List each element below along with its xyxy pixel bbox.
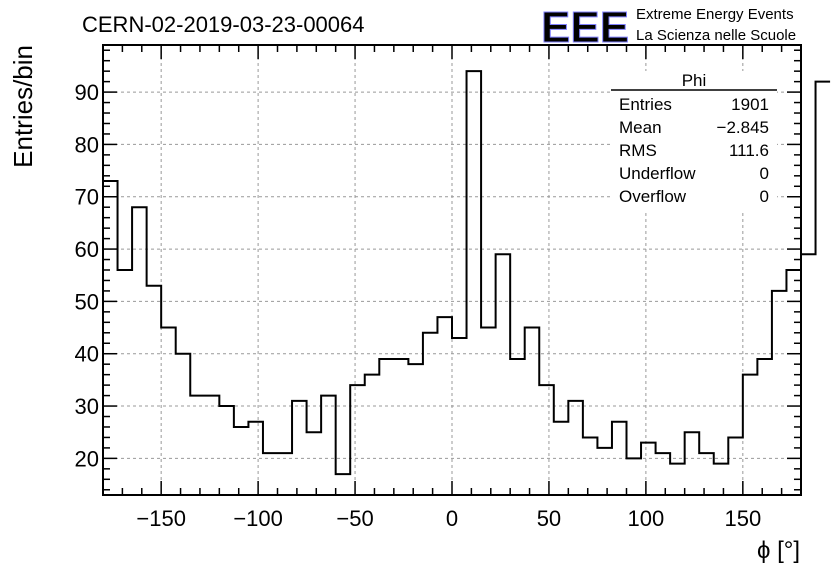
x-tick-label: −50 [336, 506, 373, 531]
logo-subtitle-line1: Extreme Energy Events [636, 6, 794, 23]
stats-box-background [611, 71, 777, 211]
x-tick-label: 100 [628, 506, 665, 531]
y-tick-label: 30 [75, 394, 99, 419]
y-tick-label: 60 [75, 237, 99, 262]
stats-label-underflow: Underflow [619, 164, 696, 183]
stats-label-entries: Entries [619, 95, 672, 114]
eee-logo: EEE [541, 3, 629, 52]
x-tick-label: 150 [724, 506, 761, 531]
stats-value-overflow: 0 [760, 187, 769, 206]
y-tick-label: 80 [75, 132, 99, 157]
plot-frame [102, 44, 802, 496]
y-axis-title: Entries/bin [8, 45, 38, 168]
x-tick-label: 50 [537, 506, 561, 531]
stats-value-entries: 1901 [731, 95, 769, 114]
histogram-bin [816, 82, 831, 495]
x-axis-title: ϕ [°] [757, 537, 800, 564]
y-tick-label: 20 [75, 446, 99, 471]
x-tick-label: −150 [136, 506, 186, 531]
stats-box: Phi Entries 1901 Mean −2.845 RMS 111.6 U… [611, 71, 777, 211]
chart-title: CERN-02-2019-03-23-00064 [82, 12, 365, 37]
y-tick-label: 90 [75, 80, 99, 105]
logo-subtitle-line2: La Scienza nelle Scuole [636, 27, 796, 44]
histogram-bin [801, 254, 816, 495]
x-tick-label: −100 [233, 506, 283, 531]
stats-label-overflow: Overflow [619, 187, 687, 206]
x-tick-label: 0 [446, 506, 458, 531]
y-tick-label: 50 [75, 289, 99, 314]
grid-lines [103, 45, 801, 495]
stats-value-underflow: 0 [760, 164, 769, 183]
stats-box-title: Phi [682, 71, 707, 90]
stats-label-mean: Mean [619, 118, 662, 137]
y-tick-label: 40 [75, 342, 99, 367]
stats-value-mean: −2.845 [717, 118, 769, 137]
axis-ticks: −150 −100 −50 0 50 100 150 20 30 40 50 60 70 80 90 [75, 45, 802, 531]
histogram-outline [103, 70, 831, 476]
stats-value-rms: 111.6 [729, 141, 769, 160]
stats-label-rms: RMS [619, 141, 657, 160]
y-tick-label: 70 [75, 185, 99, 210]
